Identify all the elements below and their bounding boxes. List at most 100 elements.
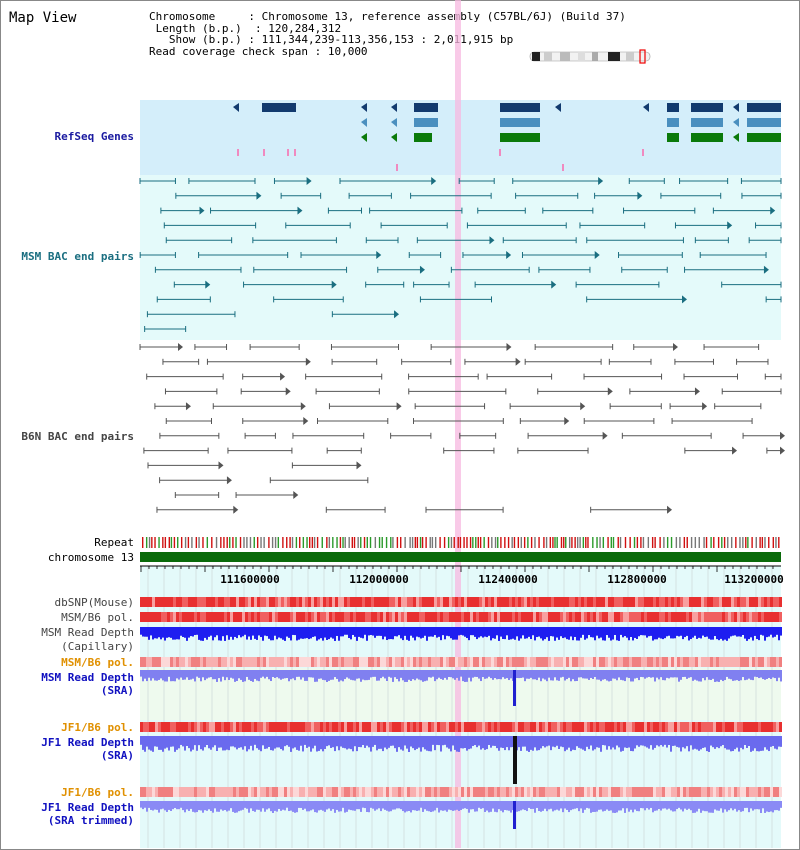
track-label-msm-depth-sra[interactable]: MSM Read Depth [41,671,134,684]
depth-bar [746,736,748,749]
heat-cell [437,597,440,607]
heat-cell [338,597,341,607]
depth-bar [652,736,654,750]
heat-cell [191,657,194,667]
repeat-element [256,537,259,548]
repeat-element [177,537,179,548]
heat-cell [584,787,587,797]
depth-bar [670,627,672,639]
depth-bar [572,670,574,680]
depth-bar [562,801,564,813]
depth-bar [570,801,572,811]
depth-bar [298,801,300,808]
heat-cell [272,657,275,667]
heat-cell [578,657,581,667]
heat-cell [677,597,680,607]
depth-bar [476,627,478,640]
bac-arrow [598,177,604,185]
heat-cell [572,612,575,622]
depth-bar [240,736,242,748]
depth-bar [508,627,510,640]
heat-cell [701,657,704,667]
track-label-msm-b6-pol[interactable]: MSM/B6 pol. [61,611,134,624]
heat-cell [455,722,458,732]
repeat-element [703,537,705,548]
gene-marker [733,103,739,112]
track-label-dbsnp[interactable]: dbSNP(Mouse) [54,596,134,609]
depth-bar [522,736,524,747]
track-label-jf1-depth-trimmed[interactable]: JF1 Read Depth [41,801,134,814]
repeat-element [229,537,231,548]
heat-cell [293,597,296,607]
depth-bar [574,670,576,682]
heat-cell [656,612,659,622]
depth-bar [380,801,382,812]
repeat-element [527,537,529,548]
heat-cell [299,722,302,732]
track-label-repeat[interactable]: Repeat [94,536,134,549]
heat-cell [176,597,179,607]
heat-cell [635,722,638,732]
depth-bar [260,736,262,752]
track-label-msm-depth-capillary[interactable]: MSM Read Depth [41,626,134,639]
heat-cell [506,722,509,732]
depth-bar [580,627,582,638]
depth-bar [330,670,332,680]
heat-cell [365,722,368,732]
heat-cell [416,597,419,607]
depth-bar [180,627,182,636]
depth-bar [772,736,774,747]
track-label-msm-b6-pol-2[interactable]: MSM/B6 pol. [61,656,134,669]
depth-bar [438,736,440,746]
heat-cell [194,612,197,622]
depth-bar [752,736,754,751]
depth-bar [446,801,448,812]
depth-bar [264,670,266,679]
track-label-refseq[interactable]: RefSeq Genes [54,130,134,143]
track-label-jf1-b6-pol[interactable]: JF1/B6 pol. [61,721,134,734]
heat-cell [350,657,353,667]
depth-bar [336,627,338,636]
heat-cell [410,597,413,607]
heat-cell [686,787,689,797]
depth-bar [346,670,348,678]
depth-bar [272,670,274,678]
depth-bar [296,736,298,750]
heat-cell [752,722,755,732]
depth-bar [632,801,634,813]
depth-bar [270,670,272,682]
track-label-b6n-bac[interactable]: B6N BAC end pairs [21,430,134,443]
depth-bar [470,736,472,749]
heat-cell [242,612,245,622]
depth-bar [468,670,470,678]
depth-bar [344,627,346,635]
heat-cell [143,657,146,667]
heat-cell [257,657,260,667]
depth-bar [314,670,316,682]
bac-arrow [293,491,299,499]
heat-cell [572,787,575,797]
track-label-jf1-depth-sra[interactable]: JF1 Read Depth [41,736,134,749]
track-label-chromosome[interactable]: chromosome 13 [47,551,134,564]
depth-bar [246,670,248,677]
track-label-msm-bac[interactable]: MSM BAC end pairs [21,250,134,263]
heat-cell [551,612,554,622]
heat-cell [140,612,143,622]
depth-bar [768,670,770,678]
depth-bar [176,627,178,640]
track-label-jf1-b6-pol-2[interactable]: JF1/B6 pol. [61,786,134,799]
heat-cell [197,612,200,622]
depth-bar [242,801,244,810]
depth-bar [504,627,506,640]
heat-cell [581,657,584,667]
heat-cell [599,787,602,797]
heat-cell [176,787,179,797]
depth-bar [578,801,580,812]
depth-bar [632,670,634,682]
heat-cell [677,612,680,622]
repeat-element [523,537,526,548]
depth-bar [750,627,752,638]
depth-bar [530,627,532,640]
depth-bar [200,736,202,750]
